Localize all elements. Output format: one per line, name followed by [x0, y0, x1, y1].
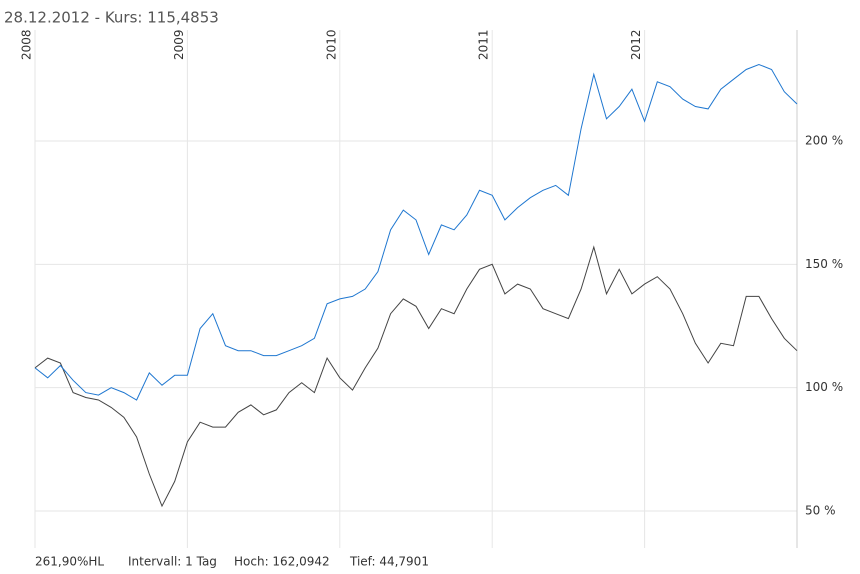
line-series — [34, 245, 798, 508]
x-tick-label: 2010 — [324, 29, 338, 60]
x-tick-label: 2008 — [20, 29, 34, 60]
footer-high: Hoch: 162,0942 — [234, 555, 330, 569]
y-tick-label: 50 % — [805, 504, 836, 518]
footer-low: Tief: 44,7901 — [349, 555, 429, 569]
line-series — [34, 63, 798, 401]
y-tick-label: 150 % — [805, 257, 843, 271]
x-tick-label: 2009 — [172, 29, 186, 60]
footer-interval: Intervall: 1 Tag — [128, 555, 217, 569]
x-tick-label: 2012 — [629, 29, 643, 60]
chart-title: 28.12.2012 - Kurs: 115,4853 — [4, 9, 219, 27]
x-tick-label: 2011 — [477, 29, 491, 60]
footer-range: 261,90%HL — [35, 555, 104, 569]
y-tick-label: 100 % — [805, 380, 843, 394]
y-tick-label: 200 % — [805, 134, 843, 148]
